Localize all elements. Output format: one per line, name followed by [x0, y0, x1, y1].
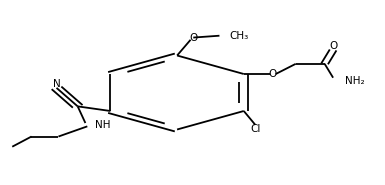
Text: NH₂: NH₂ — [345, 76, 364, 86]
Text: Cl: Cl — [250, 124, 261, 134]
Text: N: N — [53, 79, 60, 89]
Text: NH: NH — [95, 120, 110, 130]
Text: O: O — [268, 69, 277, 79]
Text: CH₃: CH₃ — [229, 31, 249, 41]
Text: O: O — [189, 33, 198, 43]
Text: O: O — [329, 41, 337, 51]
